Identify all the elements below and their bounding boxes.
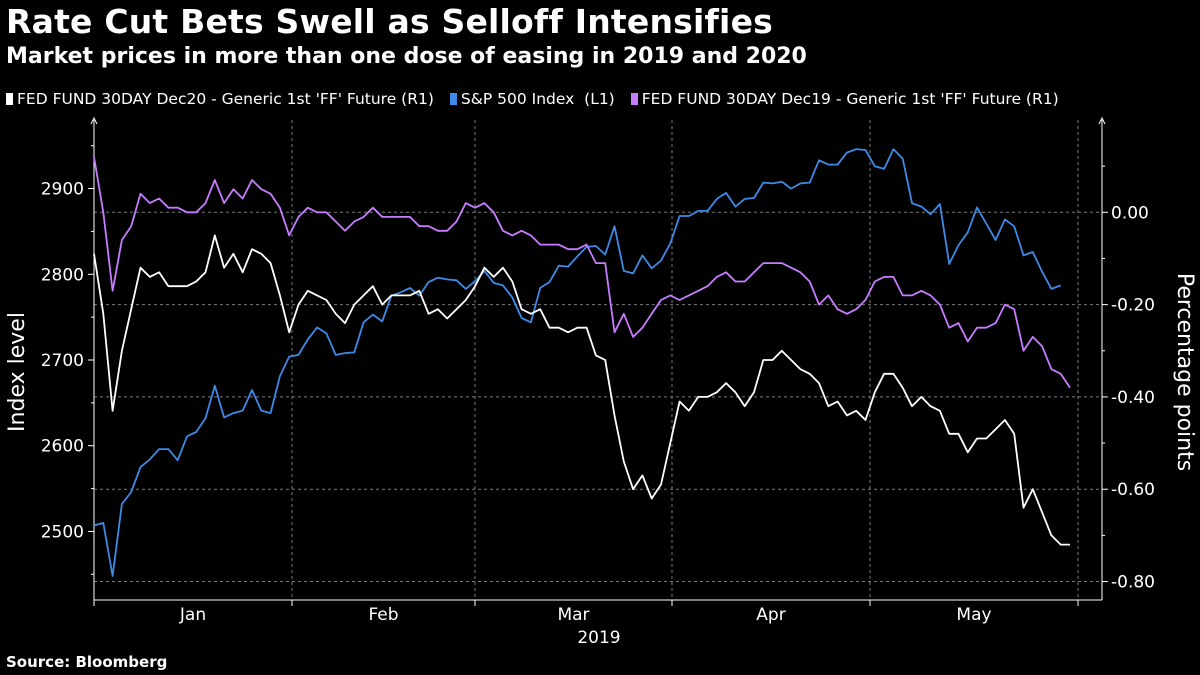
- x-axis-tick-label: Feb: [368, 605, 398, 625]
- right-axis-tick-label: -0.80: [1111, 573, 1155, 593]
- axes: [88, 116, 1108, 606]
- source-note: Source: Bloomberg: [6, 653, 168, 671]
- right-axis-arrow: [1098, 116, 1106, 125]
- legend-label-dec19: FED FUND 30DAY Dec19 - Generic 1st 'FF' …: [641, 90, 1059, 108]
- chart-title: Rate Cut Bets Swell as Selloff Intensifi…: [6, 2, 773, 41]
- legend-item-dec19: FED FUND 30DAY Dec19 - Generic 1st 'FF' …: [630, 90, 1059, 108]
- left-axis-tick-label: 2800: [41, 265, 84, 285]
- legend: FED FUND 30DAY Dec20 - Generic 1st 'FF' …: [6, 90, 1075, 108]
- legend-item-dec20: FED FUND 30DAY Dec20 - Generic 1st 'FF' …: [6, 90, 434, 108]
- tick-labels: 0.00 -0.20 -0.40 -0.60 -0.80 2500 2600 2700 2800…: [41, 180, 1155, 625]
- series-line-dec20: [93, 234, 1070, 546]
- left-axis-tick-label: 2700: [41, 351, 84, 371]
- left-axis-title: Index level: [5, 312, 30, 432]
- x-axis-tick-label: Apr: [756, 605, 785, 625]
- right-axis-title: Percentage points: [1172, 273, 1197, 471]
- left-axis-tick-label: 2600: [41, 437, 84, 457]
- right-axis-tick-label: 0.00: [1111, 203, 1149, 223]
- legend-label-sp500: S&P 500 Index (L1): [460, 90, 615, 108]
- grid: [94, 120, 1102, 600]
- right-axis-tick-label: -0.40: [1111, 388, 1155, 408]
- right-axis-tick-label: -0.60: [1111, 480, 1155, 500]
- series-line-dec19: [93, 156, 1071, 389]
- left-axis-tick-label: 2900: [41, 180, 84, 200]
- x-axis-tick-label: May: [956, 605, 991, 625]
- legend-label-dec20: FED FUND 30DAY Dec20 - Generic 1st 'FF' …: [17, 90, 434, 108]
- x-axis-year-label: 2019: [577, 628, 620, 648]
- x-axis-tick-label: Mar: [557, 605, 589, 625]
- series-layer: [93, 148, 1071, 577]
- left-axis-tick-label: 2500: [41, 522, 84, 542]
- right-axis-tick-label: -0.20: [1111, 296, 1155, 316]
- x-axis-tick-label: Jan: [179, 605, 206, 625]
- legend-swatch-sp500: [449, 93, 457, 105]
- chart-subtitle: Market prices in more than one dose of e…: [6, 44, 807, 69]
- series-line-sp500: [93, 148, 1062, 577]
- legend-item-sp500: S&P 500 Index (L1): [449, 90, 615, 108]
- left-axis-arrow: [90, 116, 98, 125]
- legend-swatch-dec19: [630, 93, 638, 105]
- legend-swatch-dec20: [6, 93, 13, 105]
